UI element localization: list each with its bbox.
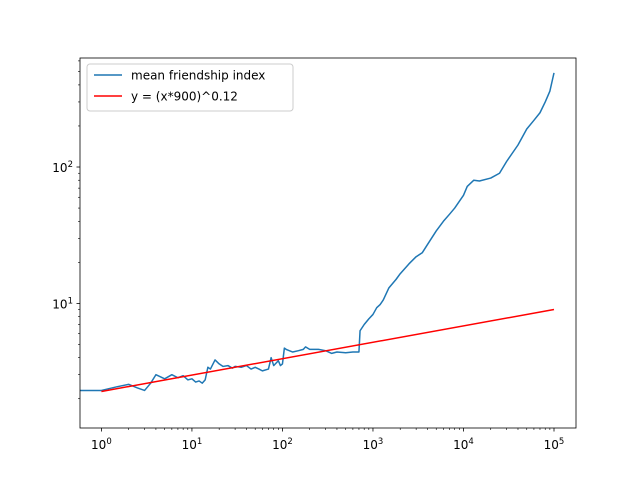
x-tick-label-base: 10 [272, 438, 287, 452]
x-tick-label: 104 [453, 437, 474, 452]
x-tick-label: 102 [272, 437, 293, 452]
x-tick-label: 105 [544, 437, 565, 452]
x-tick-label: 100 [91, 437, 112, 452]
plot-frame [79, 57, 577, 429]
y-tick-label-base: 10 [52, 297, 67, 311]
legend: mean friendship index y = (x*900)^0.12 [86, 63, 294, 112]
legend-label-0: mean friendship index [131, 69, 265, 83]
x-tick-label-base: 10 [363, 438, 378, 452]
x-tick-label-exponent: 3 [378, 437, 383, 447]
legend-box [86, 63, 294, 112]
plot-area [80, 58, 576, 428]
x-tick-label-base: 10 [453, 438, 468, 452]
x-tick-label-exponent: 4 [468, 437, 473, 447]
y-tick-label-exponent: 2 [68, 160, 73, 170]
x-axis: 100 101 102 103 104 105 [91, 428, 564, 452]
x-tick-label-exponent: 5 [559, 437, 564, 447]
x-tick-label-base: 10 [91, 438, 106, 452]
x-tick-label-exponent: 0 [106, 437, 111, 447]
x-tick-label-exponent: 2 [287, 437, 292, 447]
y-tick-label-exponent: 1 [68, 296, 73, 306]
x-tick-label: 101 [182, 437, 203, 452]
x-tick-label: 103 [363, 437, 384, 452]
series-line-1 [101, 308, 555, 393]
y-tick-label: 102 [52, 160, 73, 175]
x-tick-label-exponent: 1 [197, 437, 202, 447]
x-tick-label-base: 10 [182, 438, 197, 452]
legend-label-1: y = (x*900)^0.12 [131, 90, 238, 104]
series-layer [80, 72, 555, 393]
x-tick-label-base: 10 [544, 438, 559, 452]
y-tick-label: 101 [52, 296, 73, 311]
y-tick-label-base: 10 [52, 161, 67, 175]
series-line-0 [80, 72, 555, 392]
